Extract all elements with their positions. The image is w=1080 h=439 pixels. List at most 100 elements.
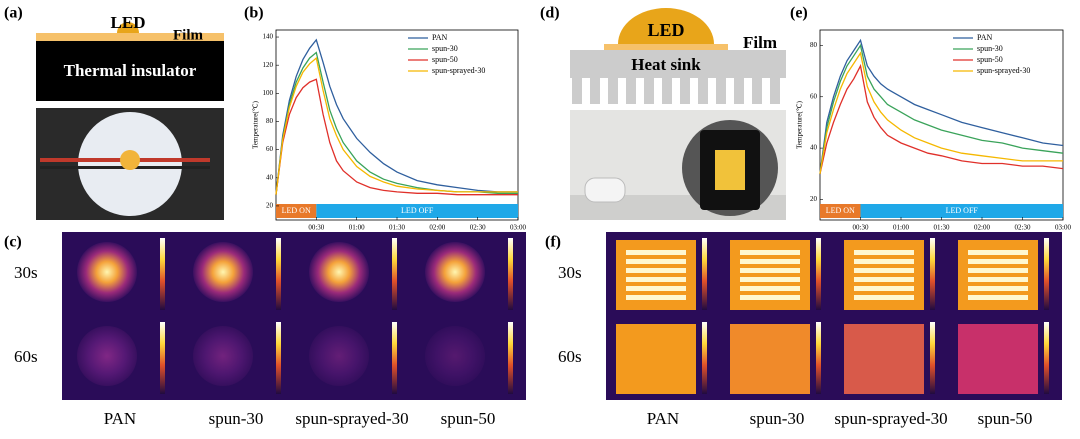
thermal-stripe (968, 286, 1028, 291)
thermal-stripe (968, 295, 1028, 300)
row-label: 30s (558, 263, 582, 282)
x-tick-label: 02:00 (429, 224, 445, 232)
color-bar (508, 238, 513, 310)
phase-band (860, 204, 1063, 218)
led-label: LED (647, 20, 684, 40)
photo-led (120, 150, 140, 170)
thermal-stripe (626, 295, 686, 300)
panel-label: (f) (545, 234, 561, 251)
thermal-stripe (626, 286, 686, 291)
series-line (275, 78, 518, 196)
thermal-stripe (626, 259, 686, 264)
legend-label: spun-30 (432, 44, 458, 53)
thermal-stripe (740, 277, 800, 282)
led-dome (117, 22, 139, 33)
thermal-panel (730, 324, 810, 394)
phase-label: LED OFF (401, 206, 434, 215)
heat-sink-label: Heat sink (631, 55, 701, 74)
x-tick-label: 03:00 (1055, 224, 1071, 232)
insulator-label: Thermal insulator (64, 61, 197, 80)
color-bar (816, 322, 821, 394)
thermal-stripe (968, 277, 1028, 282)
thermal-stripe (854, 268, 914, 273)
series-line (819, 51, 1063, 174)
heat-sink (570, 50, 786, 78)
film-label: Film (173, 27, 203, 43)
thermal-stripe (854, 295, 914, 300)
y-tick-label: 20 (266, 202, 274, 210)
y-tick-label: 40 (810, 144, 818, 152)
panel-label: (b) (244, 5, 264, 22)
color-bar (392, 238, 397, 310)
thermal-spot (309, 242, 369, 302)
x-tick-label: 02:00 (974, 224, 990, 232)
color-bar (1044, 238, 1049, 310)
y-axis-label: Temperature(℃) (796, 100, 804, 148)
x-tick-label: 01:30 (389, 224, 405, 232)
phase-band (276, 204, 317, 218)
thermal-stripe (740, 268, 800, 273)
series-line (819, 38, 1064, 174)
thermal-spot (77, 242, 137, 302)
series-line (275, 56, 518, 195)
thermal-stripe (854, 286, 914, 291)
insulator (36, 41, 224, 101)
thermal-stripe (854, 277, 914, 282)
series-line (275, 38, 518, 195)
thermal-stripe (626, 277, 686, 282)
phase-band (820, 204, 861, 218)
led-label: LED (111, 13, 146, 32)
panel-label: (a) (4, 5, 23, 22)
color-bar (1044, 322, 1049, 394)
color-bar (508, 322, 513, 394)
thermal-panel (958, 324, 1038, 394)
x-tick-label: 02:30 (1015, 224, 1031, 232)
series-line (819, 63, 1064, 174)
thermal-spot (425, 326, 485, 386)
thermal-panel (616, 324, 696, 394)
thermal-stripe (854, 259, 914, 264)
photo-led (715, 150, 745, 190)
column-label: spun-30 (209, 409, 264, 428)
thermal-panel (844, 324, 924, 394)
column-label: PAN (104, 409, 136, 428)
led-dome (618, 8, 714, 44)
thermal-stripe (740, 250, 800, 255)
thermal-stripe (740, 259, 800, 264)
y-axis-label: Temperature(℃) (252, 100, 260, 148)
column-label: PAN (647, 409, 679, 428)
x-tick-label: 01:00 (349, 224, 365, 232)
thermal-spot (309, 326, 369, 386)
y-tick-label: 40 (266, 173, 274, 181)
thermal-spot (193, 326, 253, 386)
y-tick-label: 60 (266, 145, 274, 153)
color-bar (702, 322, 707, 394)
y-tick-label: 100 (263, 89, 274, 97)
legend-label: PAN (432, 33, 447, 42)
column-label: spun-30 (750, 409, 805, 428)
legend-label: spun-30 (977, 44, 1003, 53)
thermal-spot (193, 242, 253, 302)
column-label: spun-50 (441, 409, 496, 428)
y-tick-label: 60 (810, 92, 818, 100)
thermal-stripe (968, 259, 1028, 264)
thermal-spot (77, 326, 137, 386)
thermal-stripe (968, 250, 1028, 255)
color-bar (392, 322, 397, 394)
charts: LED ON LED OFF 20 40 60 80 100 120 140 00:30 01:00… (252, 29, 1071, 232)
thermal-stripe (854, 250, 914, 255)
color-bar (276, 322, 281, 394)
row-label: 60s (558, 347, 582, 366)
row-label: 60s (14, 347, 38, 366)
film (36, 33, 224, 41)
film-label: Film (743, 33, 777, 52)
y-tick-label: 140 (263, 33, 274, 41)
panel-label: (d) (540, 5, 560, 22)
column-label: spun-sprayed-30 (295, 409, 408, 428)
thermal-stripe (968, 268, 1028, 273)
thermal-stripe (740, 295, 800, 300)
y-tick-label: 20 (810, 195, 818, 203)
color-bar (160, 322, 165, 394)
row-label: 30s (14, 263, 38, 282)
phase-band (316, 204, 518, 218)
